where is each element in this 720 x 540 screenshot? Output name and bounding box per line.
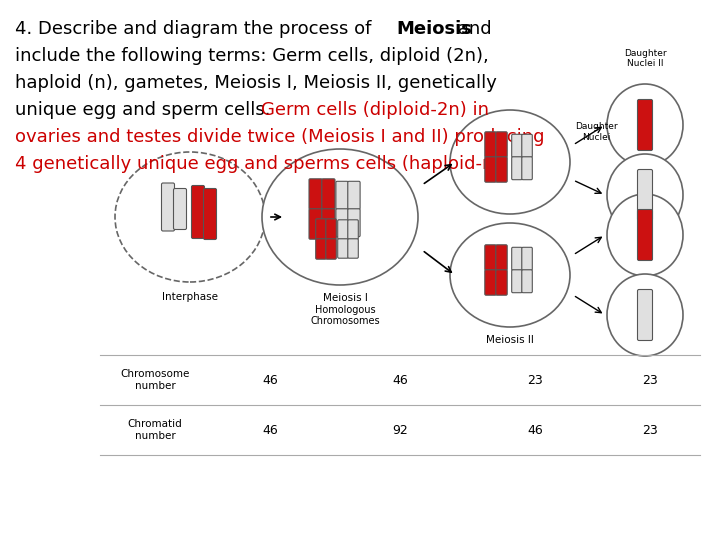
FancyBboxPatch shape: [309, 179, 323, 209]
FancyBboxPatch shape: [322, 179, 335, 209]
FancyBboxPatch shape: [485, 132, 496, 157]
Text: 23: 23: [642, 423, 658, 436]
FancyBboxPatch shape: [637, 170, 652, 220]
FancyBboxPatch shape: [485, 157, 496, 182]
Text: Homologous: Homologous: [315, 305, 375, 315]
FancyBboxPatch shape: [336, 181, 348, 209]
Ellipse shape: [607, 84, 683, 166]
Text: 46: 46: [392, 374, 408, 387]
FancyBboxPatch shape: [348, 181, 360, 209]
Text: include the following terms: Germ cells, diploid (2n),: include the following terms: Germ cells,…: [15, 47, 489, 65]
FancyBboxPatch shape: [192, 186, 204, 239]
Text: ovaries and testes divide twice (Meiosis I and II) producing: ovaries and testes divide twice (Meiosis…: [15, 128, 544, 146]
FancyBboxPatch shape: [512, 134, 522, 157]
Text: haploid (n), gametes, Meiosis I, Meiosis II, genetically: haploid (n), gametes, Meiosis I, Meiosis…: [15, 74, 497, 92]
Text: Meiosis: Meiosis: [396, 20, 472, 38]
Ellipse shape: [450, 223, 570, 327]
FancyBboxPatch shape: [204, 188, 217, 240]
Text: Meiosis II: Meiosis II: [486, 335, 534, 345]
Text: 46: 46: [262, 374, 278, 387]
FancyBboxPatch shape: [512, 157, 522, 180]
FancyBboxPatch shape: [496, 132, 507, 157]
FancyBboxPatch shape: [315, 219, 326, 239]
FancyBboxPatch shape: [174, 188, 186, 230]
Ellipse shape: [607, 154, 683, 236]
Text: Chromosome
number: Chromosome number: [120, 369, 189, 391]
FancyBboxPatch shape: [522, 134, 532, 157]
Text: Nuclei II: Nuclei II: [626, 59, 663, 68]
Text: 23: 23: [527, 374, 543, 387]
FancyBboxPatch shape: [348, 209, 360, 237]
Text: Meiosis I: Meiosis I: [323, 293, 367, 303]
FancyBboxPatch shape: [637, 289, 652, 341]
FancyBboxPatch shape: [522, 270, 532, 293]
FancyBboxPatch shape: [522, 247, 532, 270]
FancyBboxPatch shape: [522, 157, 532, 180]
Text: Daughter
Nuclei: Daughter Nuclei: [575, 122, 618, 141]
Text: 4 genetically unique egg and sperms cells (haploid-n): 4 genetically unique egg and sperms cell…: [15, 155, 500, 173]
FancyBboxPatch shape: [637, 99, 652, 151]
Text: unique egg and sperm cells.: unique egg and sperm cells.: [15, 101, 282, 119]
FancyBboxPatch shape: [348, 239, 359, 258]
FancyBboxPatch shape: [315, 239, 326, 259]
FancyBboxPatch shape: [348, 220, 359, 239]
Text: 23: 23: [642, 374, 658, 387]
Text: 92: 92: [392, 423, 408, 436]
FancyBboxPatch shape: [161, 183, 174, 231]
Text: Germ cells (diploid-2n) in: Germ cells (diploid-2n) in: [261, 101, 489, 119]
FancyBboxPatch shape: [512, 270, 522, 293]
Ellipse shape: [450, 110, 570, 214]
FancyBboxPatch shape: [485, 245, 496, 270]
Text: 46: 46: [262, 423, 278, 436]
FancyBboxPatch shape: [512, 247, 522, 270]
Text: Interphase: Interphase: [162, 292, 218, 302]
Ellipse shape: [607, 274, 683, 356]
Text: Chromosomes: Chromosomes: [310, 316, 380, 326]
FancyBboxPatch shape: [322, 209, 335, 239]
Text: and: and: [452, 20, 492, 38]
FancyBboxPatch shape: [338, 220, 348, 239]
FancyBboxPatch shape: [325, 239, 336, 259]
Ellipse shape: [115, 152, 265, 282]
FancyBboxPatch shape: [496, 245, 507, 270]
FancyBboxPatch shape: [496, 157, 507, 182]
FancyBboxPatch shape: [336, 209, 348, 237]
FancyBboxPatch shape: [325, 219, 336, 239]
FancyBboxPatch shape: [637, 210, 652, 260]
Text: 4. Describe and diagram the process of: 4. Describe and diagram the process of: [15, 20, 377, 38]
FancyBboxPatch shape: [485, 270, 496, 295]
Ellipse shape: [607, 194, 683, 276]
Ellipse shape: [262, 149, 418, 285]
Text: 46: 46: [527, 423, 543, 436]
Text: Chromatid
number: Chromatid number: [127, 419, 182, 441]
FancyBboxPatch shape: [496, 270, 507, 295]
Text: Daughter: Daughter: [624, 49, 666, 58]
FancyBboxPatch shape: [309, 209, 323, 239]
FancyBboxPatch shape: [338, 239, 348, 258]
